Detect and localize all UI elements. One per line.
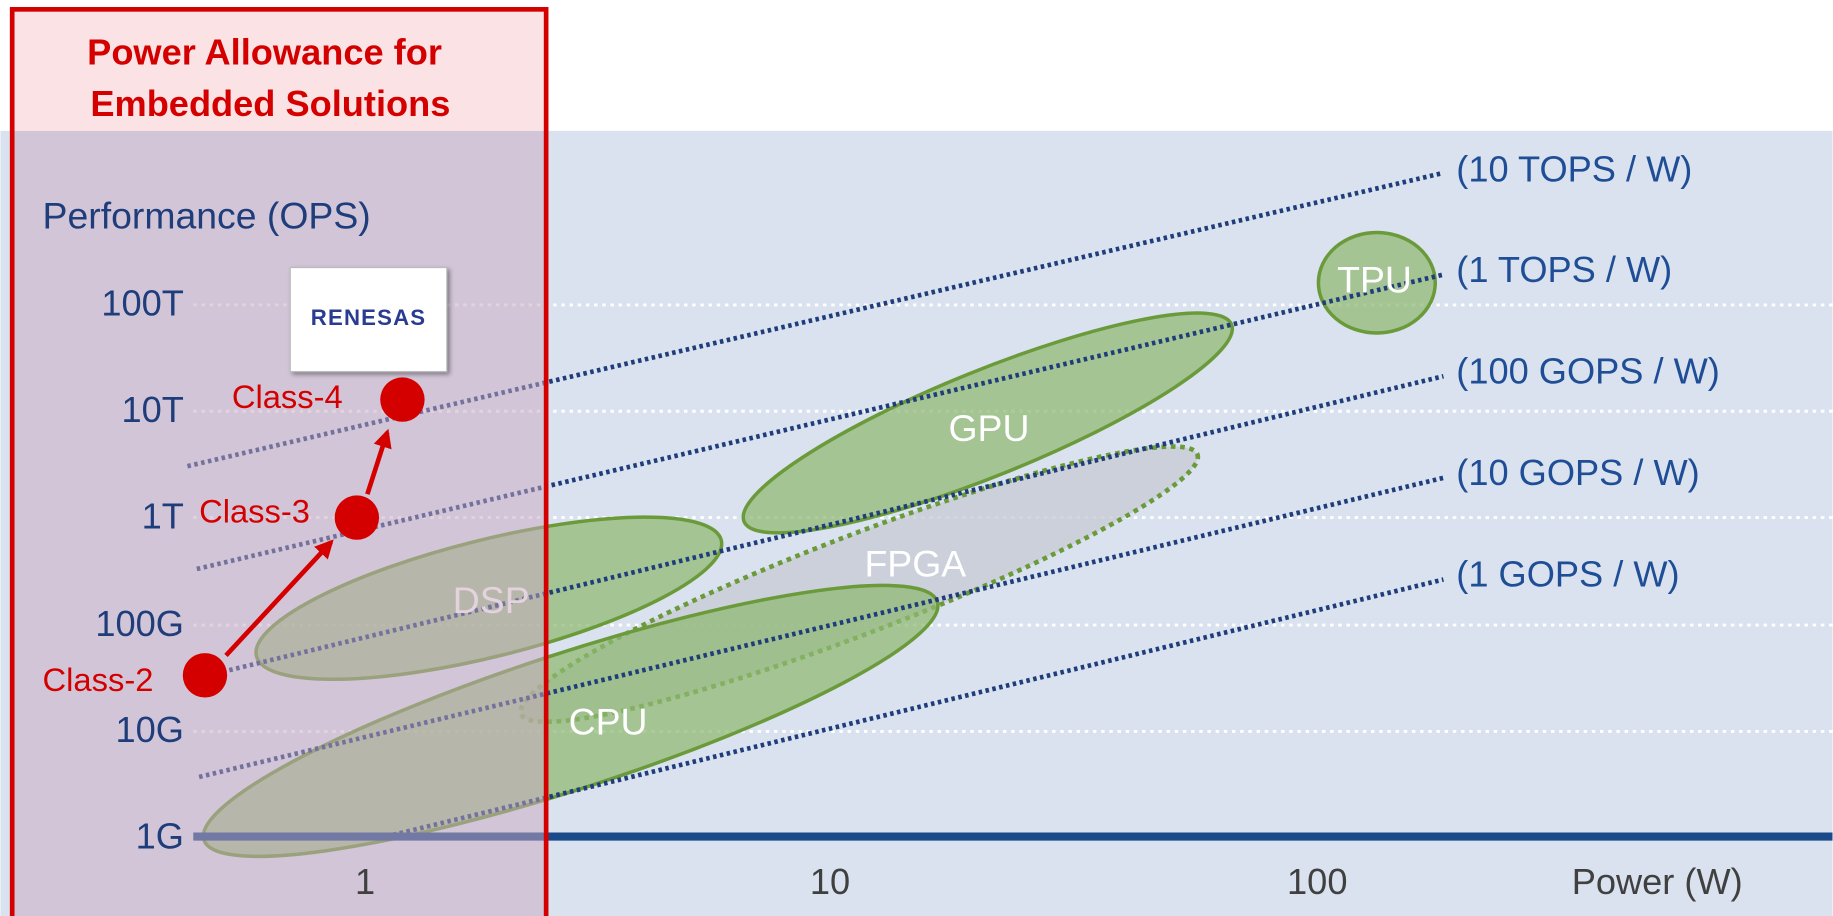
box-header [12, 9, 547, 131]
logo-box [289, 266, 448, 373]
efficiency-label: (10 TOPS / W) [1456, 148, 1692, 189]
class-label: Class-3 [199, 493, 310, 530]
y-tick-label: 1G [136, 815, 184, 856]
y-tick-label: 10G [115, 709, 183, 750]
class-label: Class-4 [232, 378, 343, 415]
y-tick-label: 100T [101, 283, 184, 324]
embedded-box [9, 7, 549, 916]
y-tick-label: 100G [95, 603, 184, 644]
efficiency-line [186, 170, 1444, 469]
logo: RENESAS [289, 266, 448, 373]
efficiency-label: (100 GOPS / W) [1456, 350, 1720, 391]
class-label: Class-2 [43, 661, 154, 698]
box-title: Power Allowance for [87, 31, 442, 72]
x-tick-label: 1 [355, 861, 375, 902]
x-tick-label: 10 [810, 861, 850, 902]
efficiency-line [385, 577, 1444, 839]
logo-text: RENESAS [311, 305, 426, 330]
tpu-region [1316, 230, 1438, 335]
y-tick-label: 1T [142, 495, 184, 536]
gpu-region [741, 311, 1235, 535]
class-point [334, 495, 380, 540]
efficiency-label: (10 GOPS / W) [1456, 452, 1699, 493]
x-axis-label: Power (W) [1572, 861, 1743, 902]
box-overlay [12, 130, 547, 916]
device-label: FPGA [864, 543, 966, 585]
box-title: Embedded Solutions [90, 83, 450, 124]
x-tick-label: 100 [1287, 861, 1347, 902]
efficiency-label: (1 TOPS / W) [1456, 249, 1672, 290]
efficiency-label: (1 GOPS / W) [1456, 554, 1679, 595]
device-label: TPU [1337, 259, 1412, 301]
arrow [224, 539, 334, 658]
class-point [380, 377, 425, 422]
arrow [365, 428, 392, 495]
device-label: CPU [569, 700, 648, 742]
y-axis-label: Performance (OPS) [43, 194, 371, 236]
class-point [182, 653, 228, 698]
device-label: GPU [948, 407, 1029, 449]
efficiency-line [221, 373, 1444, 675]
y-tick-label: 10T [122, 389, 184, 430]
